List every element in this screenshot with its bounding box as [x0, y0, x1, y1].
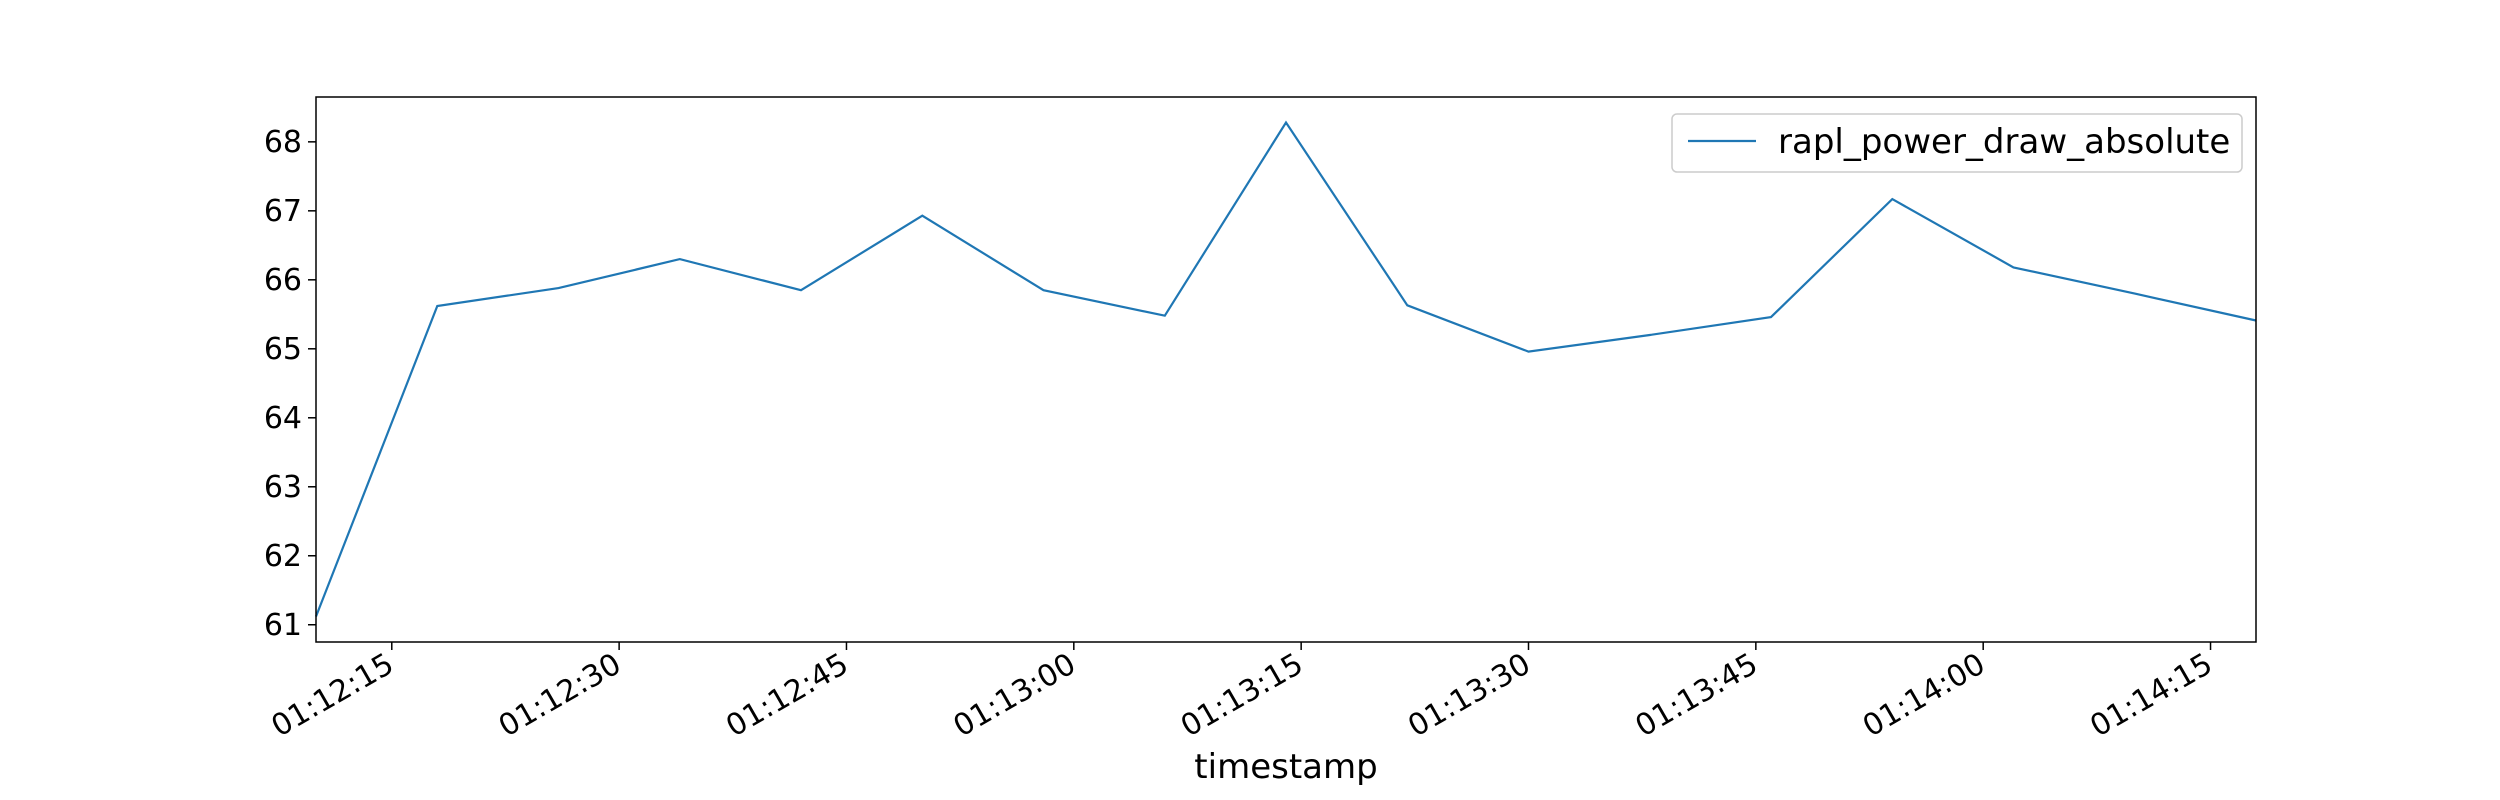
x-tick-label: 01:12:15	[266, 647, 400, 745]
x-tick-label: 01:12:30	[493, 647, 627, 745]
series-line	[314, 120, 2257, 617]
plot-area	[316, 97, 2256, 642]
plot-frame	[315, 96, 2257, 643]
y-tick-label: 67	[264, 194, 302, 229]
y-tick-label: 61	[264, 608, 302, 643]
y-axis-ticks: 61 62 63 64 65 66 67 68	[264, 125, 316, 643]
legend-box	[1671, 113, 2243, 173]
series-layer	[314, 120, 2257, 617]
x-tick-label: 01:13:15	[1175, 647, 1309, 745]
x-tick-label: 01:13:00	[948, 647, 1082, 745]
legend: rapl_power_draw_absolute	[1671, 113, 2243, 173]
y-tick-label: 68	[264, 125, 302, 160]
x-tick-label: 01:13:45	[1630, 647, 1764, 745]
x-tick-label: 01:14:15	[2084, 647, 2218, 745]
legend-label: rapl_power_draw_absolute	[1778, 122, 2230, 162]
y-tick-label: 65	[264, 332, 302, 367]
x-tick-label: 01:13:30	[1402, 647, 1536, 745]
x-tick-label: 01:14:00	[1857, 647, 1991, 745]
y-tick-label: 63	[264, 470, 302, 505]
y-tick-label: 62	[264, 539, 302, 574]
x-tick-label: 01:12:45	[720, 647, 854, 745]
x-axis-title: timestamp	[1194, 747, 1377, 787]
y-tick-label: 64	[264, 401, 302, 436]
x-axis-ticks: 01:12:15 01:12:30 01:12:45 01:13:00 01:13:15…	[266, 642, 2219, 744]
y-tick-label: 66	[264, 263, 302, 298]
